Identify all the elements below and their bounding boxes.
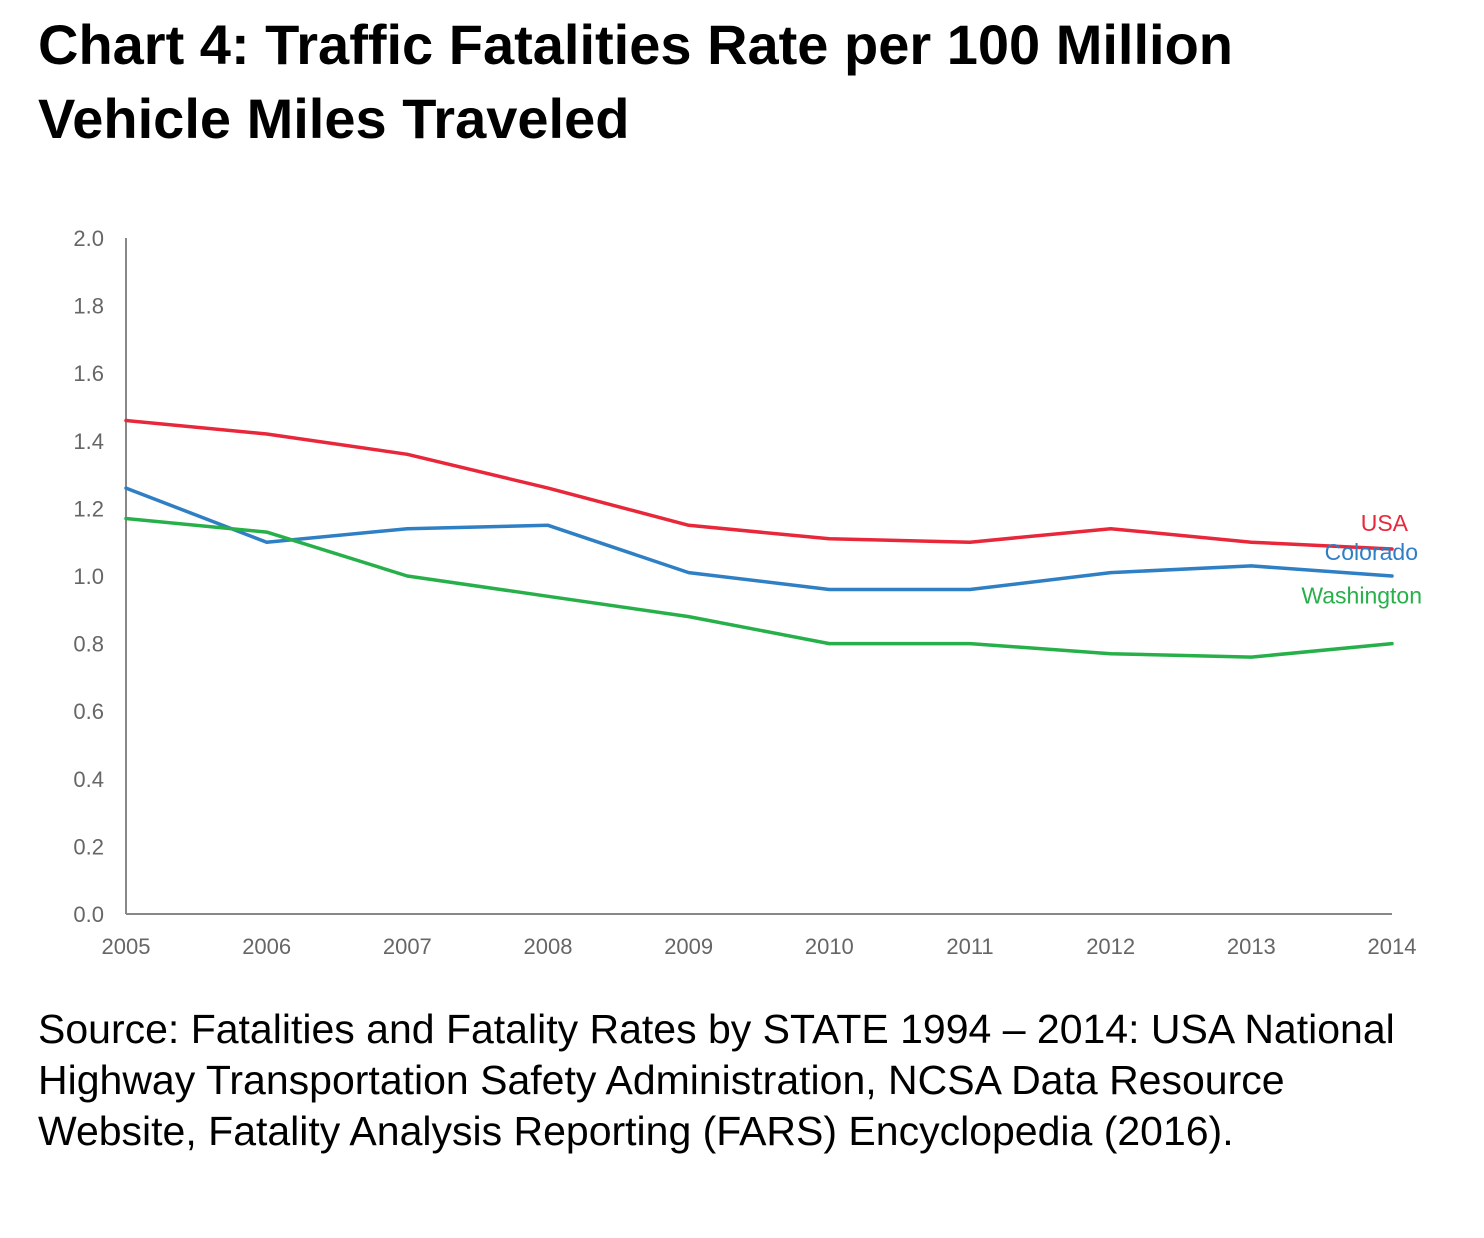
x-tick-label: 2010 bbox=[805, 934, 854, 959]
y-tick-label: 2.0 bbox=[73, 226, 104, 251]
series-line-colorado bbox=[124, 486, 1394, 592]
data-point-washington bbox=[124, 517, 128, 521]
data-point-colorado bbox=[405, 527, 409, 531]
y-tick-label: 0.8 bbox=[73, 632, 104, 657]
data-point-washington bbox=[1249, 655, 1253, 659]
series-labels: USA Colorado Washington bbox=[1301, 510, 1422, 609]
data-point-colorado bbox=[827, 588, 831, 592]
series-label-usa: USA bbox=[1361, 510, 1409, 536]
data-point-usa bbox=[687, 523, 691, 527]
line-chart: 0.00.20.40.60.81.01.21.41.61.82.0 2005 20… bbox=[73, 226, 1422, 959]
data-point-colorado bbox=[265, 540, 269, 544]
y-tick-label: 1.8 bbox=[73, 294, 104, 319]
data-point-colorado bbox=[687, 571, 691, 575]
x-tick-label: 2014 bbox=[1368, 934, 1417, 959]
y-tick-label: 1.4 bbox=[73, 429, 104, 454]
x-tick-label: 2005 bbox=[102, 934, 151, 959]
y-tick-label: 0.4 bbox=[73, 767, 104, 792]
x-tick-label: 2007 bbox=[383, 934, 432, 959]
series-line-usa bbox=[124, 418, 1394, 551]
y-tick-label: 1.0 bbox=[73, 564, 104, 589]
data-point-usa bbox=[827, 537, 831, 541]
x-tick-label: 2011 bbox=[946, 934, 993, 959]
series-lines bbox=[124, 418, 1394, 659]
data-point-washington bbox=[265, 530, 269, 534]
x-tick-label: 2008 bbox=[524, 934, 573, 959]
data-point-washington bbox=[687, 615, 691, 619]
data-point-usa bbox=[265, 432, 269, 436]
data-point-colorado bbox=[1109, 571, 1113, 575]
series-label-colorado: Colorado bbox=[1325, 539, 1418, 565]
data-point-washington bbox=[968, 642, 972, 646]
data-point-usa bbox=[546, 486, 550, 490]
data-point-washington bbox=[827, 642, 831, 646]
data-point-colorado bbox=[124, 486, 128, 490]
x-tick-label: 2009 bbox=[664, 934, 713, 959]
series-line-washington bbox=[124, 516, 1394, 659]
data-point-usa bbox=[1390, 547, 1394, 551]
data-point-usa bbox=[1249, 540, 1253, 544]
y-tick-label: 1.6 bbox=[73, 361, 104, 386]
data-point-colorado bbox=[968, 588, 972, 592]
y-tick-label: 0.6 bbox=[73, 699, 104, 724]
series-label-washington: Washington bbox=[1301, 583, 1422, 609]
x-axis-tick-labels: 2005 2006 2007 2008 2009 2010 2011 2012 2013 2014 bbox=[102, 934, 1417, 959]
x-tick-label: 2013 bbox=[1227, 934, 1276, 959]
x-tick-label: 2006 bbox=[242, 934, 291, 959]
y-tick-label: 1.2 bbox=[73, 496, 104, 521]
data-point-washington bbox=[1390, 642, 1394, 646]
y-tick-label: 0.0 bbox=[73, 902, 104, 927]
chart-source: Source: Fatalities and Fatality Rates by… bbox=[38, 1006, 1395, 1154]
y-tick-label: 0.2 bbox=[73, 834, 104, 859]
data-point-colorado bbox=[1249, 564, 1253, 568]
data-point-washington bbox=[1109, 652, 1113, 656]
data-point-usa bbox=[405, 452, 409, 456]
data-point-washington bbox=[405, 574, 409, 578]
data-point-colorado bbox=[1390, 574, 1394, 578]
data-point-usa bbox=[1109, 527, 1113, 531]
data-point-washington bbox=[546, 594, 550, 598]
data-point-usa bbox=[124, 419, 128, 423]
data-point-usa bbox=[968, 540, 972, 544]
chart-title: Chart 4: Traffic Fatalities Rate per 100… bbox=[38, 13, 1234, 150]
x-tick-label: 2012 bbox=[1086, 934, 1135, 959]
y-axis-tick-labels: 0.0 0.2 0.4 0.6 0.8 1.0 1.2 1.4 1.6 1.8 2.0 bbox=[73, 226, 104, 927]
data-point-colorado bbox=[546, 523, 550, 527]
